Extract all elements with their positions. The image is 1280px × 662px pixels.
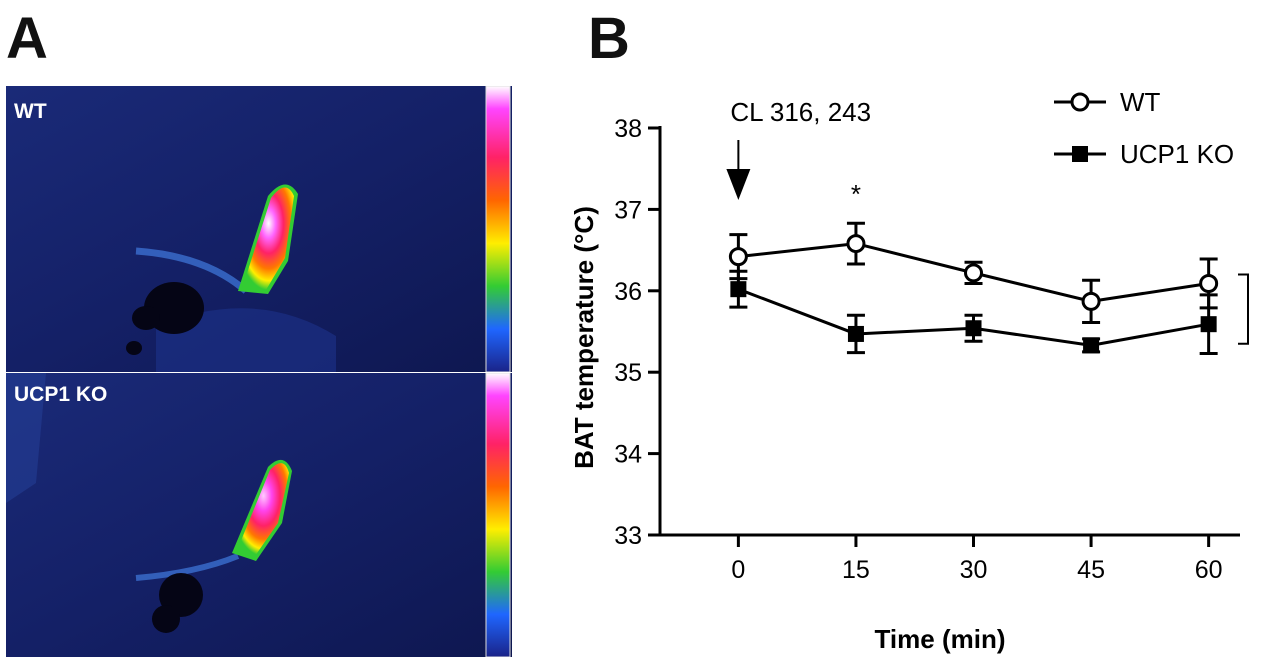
y-axis-title: BAT temperature (°C): [569, 206, 599, 469]
significance-bracket: [1238, 273, 1249, 345]
legend-label: WT: [1120, 87, 1161, 117]
data-point-ucp1-ko: [1200, 316, 1217, 333]
chart-series: [728, 221, 1219, 355]
y-tick-label: 36: [614, 278, 642, 306]
chart-annotations: CL 316, 243****: [726, 97, 1280, 345]
x-tick-label: 15: [842, 556, 870, 584]
data-point-wt: [728, 247, 748, 267]
y-tick-label: 37: [614, 196, 642, 224]
panel-b-letter: B: [588, 6, 630, 71]
legend-marker-ucp1-ko: [1072, 146, 1088, 162]
data-point-ucp1-ko: [1083, 337, 1100, 354]
thermal-image-ucp1-ko: UCP1 KO: [6, 373, 512, 657]
x-tick-label: 60: [1195, 556, 1223, 584]
data-point-wt: [964, 263, 984, 283]
data-point-wt: [846, 234, 866, 254]
chart-axes: 33 34 35 36 37 38 0 15 30 45 60 Time (min) BAT tempe…: [569, 115, 1240, 654]
x-tick-label: 45: [1077, 556, 1105, 584]
legend-marker-wt: [1070, 92, 1090, 112]
arrow-head-icon: [726, 169, 751, 200]
data-point-ucp1-ko: [730, 281, 747, 298]
arrow-annotation-label: CL 316, 243: [730, 97, 871, 127]
x-axis-title: Time (min): [875, 624, 1006, 654]
legend-label: UCP1 KO: [1120, 139, 1234, 169]
thermal-image-wt: WT: [6, 86, 512, 372]
thermal-label-wt: WT: [14, 100, 47, 123]
y-tick-label: 38: [614, 115, 642, 143]
x-tick-label: 30: [960, 556, 988, 584]
y-tick-label: 33: [614, 522, 642, 550]
significance-stars-bracket: ***: [1266, 294, 1280, 324]
significance-star: *: [851, 179, 861, 209]
data-point-wt: [1199, 273, 1219, 293]
data-point-ucp1-ko: [847, 325, 864, 342]
y-tick-label: 34: [614, 441, 642, 469]
data-point-ucp1-ko: [965, 320, 982, 337]
thermal-label-ucp1-ko: UCP1 KO: [14, 383, 108, 406]
chart-legend: WT UCP1 KO: [1054, 87, 1234, 169]
panel-a-letter: A: [6, 6, 48, 71]
x-tick-label: 0: [731, 556, 745, 584]
data-point-wt: [1081, 291, 1101, 311]
y-tick-label: 35: [614, 359, 642, 387]
